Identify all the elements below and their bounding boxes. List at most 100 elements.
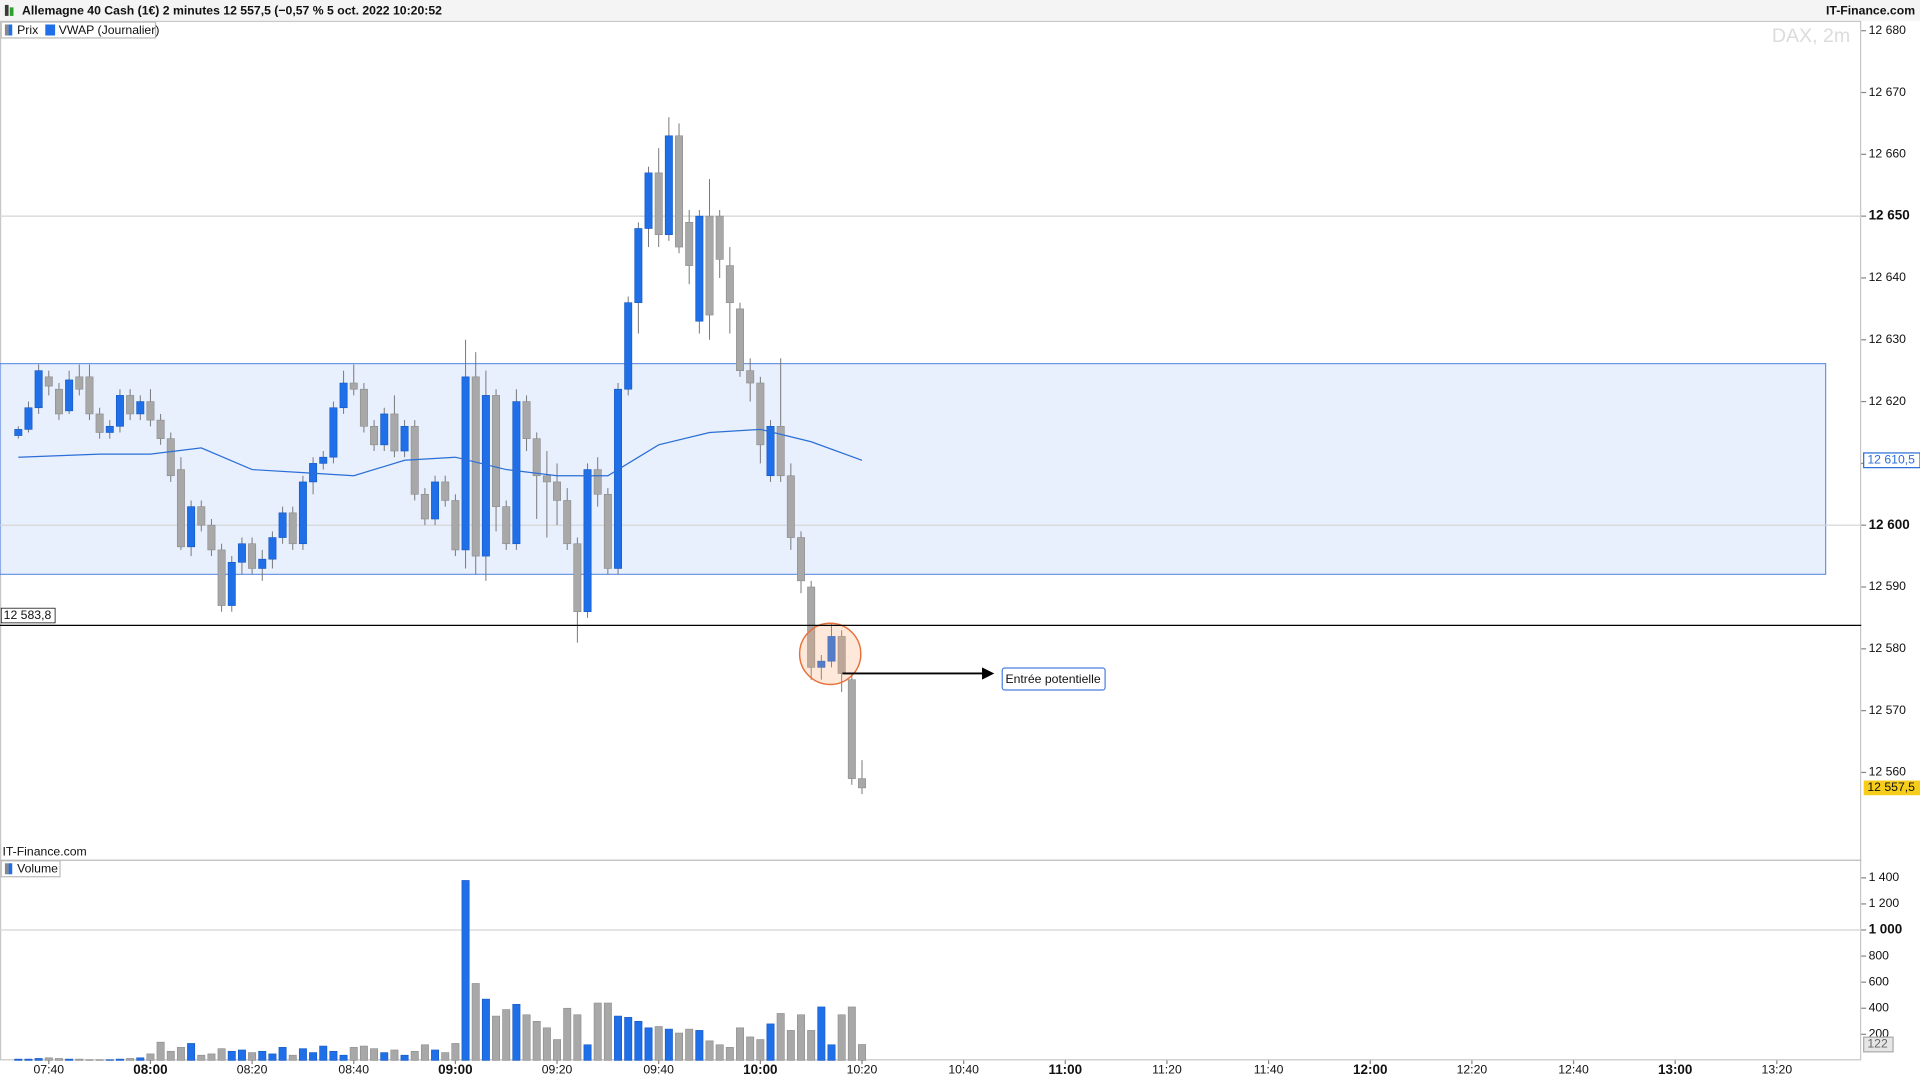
candle-body xyxy=(786,475,795,538)
y-tick-label: 12 580 xyxy=(1869,641,1907,655)
candle-body xyxy=(197,506,206,526)
candle-body xyxy=(390,413,399,452)
candle-body xyxy=(563,500,572,545)
candle-body xyxy=(492,395,501,507)
candle-body xyxy=(207,524,216,551)
volume-bar xyxy=(756,1039,765,1061)
volume-bar xyxy=(695,1030,704,1061)
volume-bar xyxy=(14,1058,23,1061)
volume-bar xyxy=(766,1023,775,1061)
volume-bar xyxy=(115,1058,124,1061)
volume-bar xyxy=(817,1006,826,1061)
candle-body xyxy=(95,413,104,433)
candle-body xyxy=(553,481,562,501)
candle-body xyxy=(532,438,541,477)
annotation-text: Entrée potentielle xyxy=(1005,672,1100,686)
y2-tick-label: 400 xyxy=(1869,1000,1890,1014)
candle-body xyxy=(542,475,551,483)
volume-bar xyxy=(227,1050,236,1061)
y2-tick-label: 1 400 xyxy=(1869,870,1900,884)
candle-body xyxy=(187,506,196,548)
y-tick-label: 12 560 xyxy=(1869,765,1907,779)
candle-body xyxy=(654,172,663,235)
candle-body xyxy=(400,425,409,452)
volume-bar xyxy=(420,1044,429,1061)
candle-body xyxy=(705,215,714,316)
candle-body xyxy=(797,537,805,582)
volume-bar xyxy=(858,1044,866,1061)
volume-bar xyxy=(603,1002,612,1061)
volume-bar xyxy=(339,1054,348,1061)
candle-body xyxy=(237,543,246,563)
volume-bar xyxy=(95,1059,104,1061)
y-tick-label: 12 650 xyxy=(1869,208,1910,223)
volume-bar xyxy=(685,1028,694,1061)
volume-bar xyxy=(400,1054,409,1061)
candle-body xyxy=(329,407,338,458)
candle-body xyxy=(847,679,856,779)
candle-body xyxy=(24,407,33,430)
candle-body xyxy=(461,376,470,551)
candle-body xyxy=(512,401,521,545)
candle-body xyxy=(370,425,379,446)
volume-bar xyxy=(614,1015,623,1061)
volume-bar xyxy=(329,1050,338,1061)
candle-body xyxy=(176,469,185,548)
candle-body xyxy=(481,395,490,557)
header-icon xyxy=(4,4,9,16)
legend-label: Volume xyxy=(17,862,58,876)
volume-bar xyxy=(44,1057,53,1061)
candle-body xyxy=(136,401,145,415)
volume-bar xyxy=(370,1048,379,1061)
candle-body xyxy=(502,506,511,545)
candle-body xyxy=(65,379,74,412)
candle-body xyxy=(573,543,582,613)
vwap-last-label: 12 610,5 xyxy=(1867,453,1915,467)
candle-body xyxy=(14,429,23,436)
volume-bar xyxy=(827,1044,836,1061)
candle-body xyxy=(725,265,734,303)
x-tick-label: 08:00 xyxy=(133,1062,167,1077)
candle-body xyxy=(858,778,866,789)
legend-swatch xyxy=(4,863,9,875)
volume-bar xyxy=(522,1014,531,1061)
volume-bar xyxy=(532,1020,541,1061)
volume-bar xyxy=(298,1048,307,1061)
candle-body xyxy=(34,370,43,409)
x-tick-label: 10:00 xyxy=(743,1062,777,1077)
candle-body xyxy=(471,376,480,557)
candle-body xyxy=(522,401,531,439)
candle-body xyxy=(837,636,846,674)
legend-swatch xyxy=(8,863,13,875)
vwap-line xyxy=(18,428,863,477)
candle-body xyxy=(827,636,836,662)
candle-body xyxy=(359,388,368,427)
legend-swatch xyxy=(45,24,56,36)
volume-bar xyxy=(156,1041,165,1061)
highlight-circle xyxy=(798,622,862,686)
candle-body xyxy=(248,543,257,569)
volume-bar xyxy=(725,1047,734,1061)
candle-body xyxy=(105,425,114,433)
close-last-box xyxy=(1863,780,1920,796)
candle-body xyxy=(746,370,755,384)
chart-title: Allemagne 40 Cash (1€) 2 minutes 12 557,… xyxy=(22,3,442,17)
x-tick-label: 13:00 xyxy=(1658,1062,1692,1077)
x-tick-label: 08:40 xyxy=(338,1062,369,1076)
volume-bar xyxy=(492,1015,501,1061)
volume-bar xyxy=(390,1049,399,1061)
candle-body xyxy=(166,438,175,477)
x-tick-label: 11:00 xyxy=(1048,1062,1082,1077)
candle-body xyxy=(380,413,389,446)
candle-body xyxy=(146,401,155,421)
level-label: 12 583,8 xyxy=(4,608,52,622)
volume-bar xyxy=(746,1036,755,1061)
volume-bar xyxy=(573,1014,582,1061)
volume-bar xyxy=(624,1017,633,1061)
candle-body xyxy=(736,308,744,371)
watermark: DAX, 2m xyxy=(1772,25,1850,47)
candle-body xyxy=(227,561,236,606)
candle-body xyxy=(126,395,135,415)
